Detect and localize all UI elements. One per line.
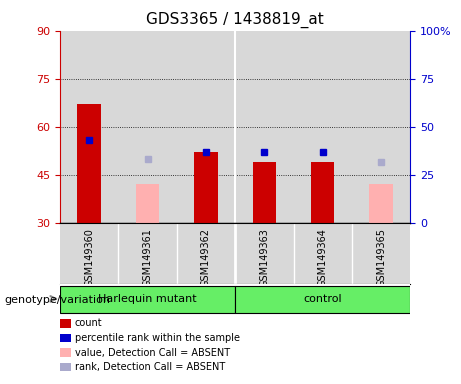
- Bar: [77, 104, 101, 223]
- Bar: [235, 286, 410, 313]
- Text: GSM149364: GSM149364: [318, 228, 328, 286]
- Title: GDS3365 / 1438819_at: GDS3365 / 1438819_at: [146, 12, 324, 28]
- Text: genotype/variation: genotype/variation: [5, 295, 111, 305]
- Text: GSM149365: GSM149365: [376, 228, 386, 286]
- Text: GSM149363: GSM149363: [259, 228, 269, 286]
- Text: percentile rank within the sample: percentile rank within the sample: [75, 333, 240, 343]
- Bar: [369, 184, 393, 223]
- Text: count: count: [75, 318, 102, 328]
- Text: GSM149361: GSM149361: [142, 228, 153, 286]
- Bar: [311, 162, 334, 223]
- Text: GSM149360: GSM149360: [84, 228, 94, 286]
- Bar: [60, 286, 235, 313]
- Text: Harlequin mutant: Harlequin mutant: [98, 294, 197, 304]
- Text: value, Detection Call = ABSENT: value, Detection Call = ABSENT: [75, 348, 230, 358]
- Text: GSM149362: GSM149362: [201, 228, 211, 286]
- Bar: [194, 152, 218, 223]
- Text: control: control: [303, 294, 342, 304]
- Bar: [253, 162, 276, 223]
- Text: rank, Detection Call = ABSENT: rank, Detection Call = ABSENT: [75, 362, 225, 372]
- Bar: [136, 184, 159, 223]
